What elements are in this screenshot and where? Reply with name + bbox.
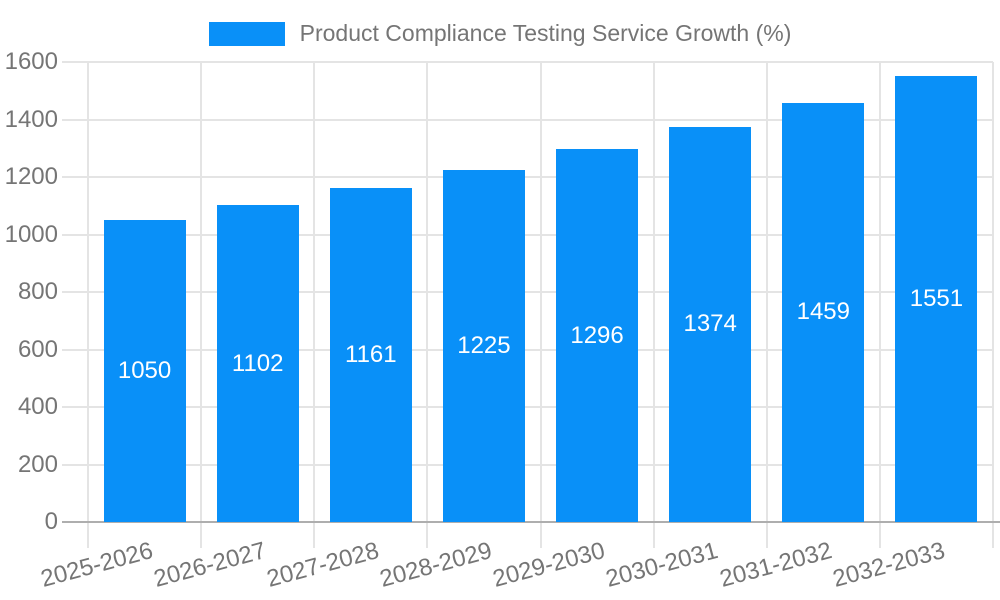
bar: 1225 — [442, 169, 525, 522]
gridline-x — [652, 62, 655, 548]
bar: 1459 — [782, 102, 865, 522]
y-tick-label: 800 — [17, 278, 58, 305]
x-tick-label: 2028-2029 — [377, 537, 495, 593]
bar: 1551 — [895, 76, 978, 522]
bar-value-label: 1050 — [117, 357, 172, 385]
x-tick-label: 2031-2032 — [716, 537, 835, 593]
gridline-y — [62, 233, 993, 236]
bar: 1050 — [103, 220, 186, 522]
bar: 1161 — [329, 188, 412, 522]
bar-value-label: 1296 — [570, 321, 624, 349]
gridline-y — [62, 406, 993, 408]
gridline-y — [62, 463, 993, 466]
gridline-y — [62, 291, 993, 293]
gridline-x — [539, 62, 542, 548]
gridline-y — [62, 118, 993, 121]
x-tick-label: 2030-2031 — [603, 537, 722, 593]
bar-value-label: 1161 — [345, 341, 397, 369]
y-tick-label: 0 — [44, 508, 58, 535]
bar: 1374 — [669, 126, 752, 522]
bar-value-label: 1225 — [457, 331, 511, 359]
bar: 1102 — [216, 205, 299, 522]
gridline-x — [313, 62, 316, 548]
gridline-y — [62, 176, 993, 178]
y-tick-label: 1400 — [4, 105, 58, 133]
gridline-x — [992, 62, 994, 548]
y-tick-label: 400 — [17, 393, 58, 420]
y-tick-label: 200 — [17, 450, 58, 478]
y-tick-label: 1600 — [4, 48, 58, 75]
gridline-x — [426, 62, 429, 548]
bar-value-label: 1459 — [796, 298, 850, 326]
legend-label: Product Compliance Testing Service Growt… — [299, 20, 792, 46]
legend-color-swatch — [208, 21, 285, 46]
gridline-x — [878, 62, 881, 548]
gridline-x — [765, 62, 768, 548]
chart-legend: Product Compliance Testing Service Growt… — [0, 20, 1000, 47]
bar: 1296 — [556, 149, 639, 522]
x-tick-label: 2026-2027 — [150, 537, 269, 593]
x-tick-label: 2032-2033 — [829, 537, 948, 593]
gridline-y — [62, 61, 993, 63]
bar-value-label: 1102 — [231, 349, 284, 377]
x-tick-label: 2029-2030 — [490, 537, 609, 593]
gridline-x — [200, 62, 203, 548]
bar-value-label: 1551 — [909, 285, 964, 313]
y-tick-label: 1000 — [4, 220, 58, 248]
x-tick-label: 2025-2026 — [37, 537, 156, 593]
y-tick-label: 600 — [17, 335, 58, 363]
bar-value-label: 1374 — [683, 310, 737, 338]
y-tick-label: 1200 — [4, 163, 58, 190]
x-tick-label: 2027-2028 — [263, 537, 382, 593]
gridline-x — [87, 62, 89, 548]
x-axis-line — [62, 521, 1000, 523]
gridline-y — [62, 348, 993, 351]
